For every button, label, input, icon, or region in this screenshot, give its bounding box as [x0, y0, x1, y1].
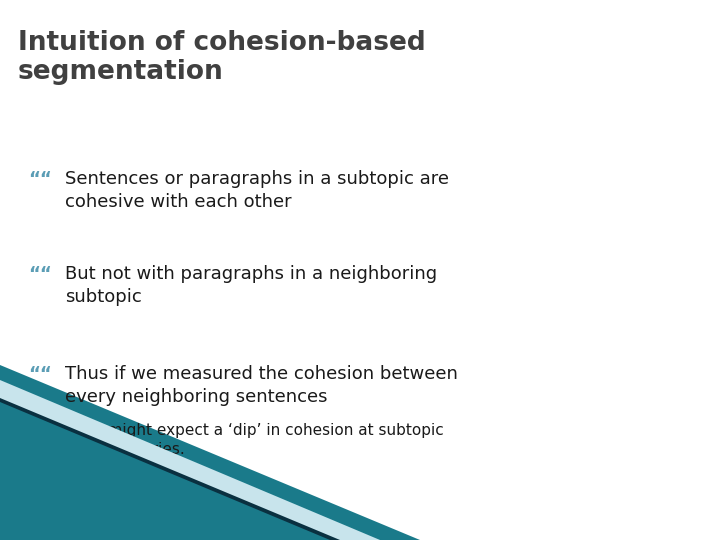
Text: Intuition of cohesion-based
segmentation: Intuition of cohesion-based segmentation: [18, 30, 426, 85]
Polygon shape: [0, 365, 420, 540]
Text: But not with paragraphs in a neighboring
subtopic: But not with paragraphs in a neighboring…: [65, 265, 437, 306]
Text: ““: ““: [28, 170, 52, 188]
Text: ““: ““: [28, 265, 52, 283]
Polygon shape: [0, 398, 340, 540]
Text: ““: ““: [28, 365, 52, 383]
Polygon shape: [0, 392, 355, 540]
Text: Thus if we measured the cohesion between
every neighboring sentences: Thus if we measured the cohesion between…: [65, 365, 458, 406]
Polygon shape: [0, 402, 330, 540]
Text: Sentences or paragraphs in a subtopic are
cohesive with each other: Sentences or paragraphs in a subtopic ar…: [65, 170, 449, 211]
Text: ◦ We might expect a ‘dip’ in cohesion at subtopic
      boundaries.: ◦ We might expect a ‘dip’ in cohesion at…: [65, 423, 444, 457]
Polygon shape: [0, 380, 380, 540]
